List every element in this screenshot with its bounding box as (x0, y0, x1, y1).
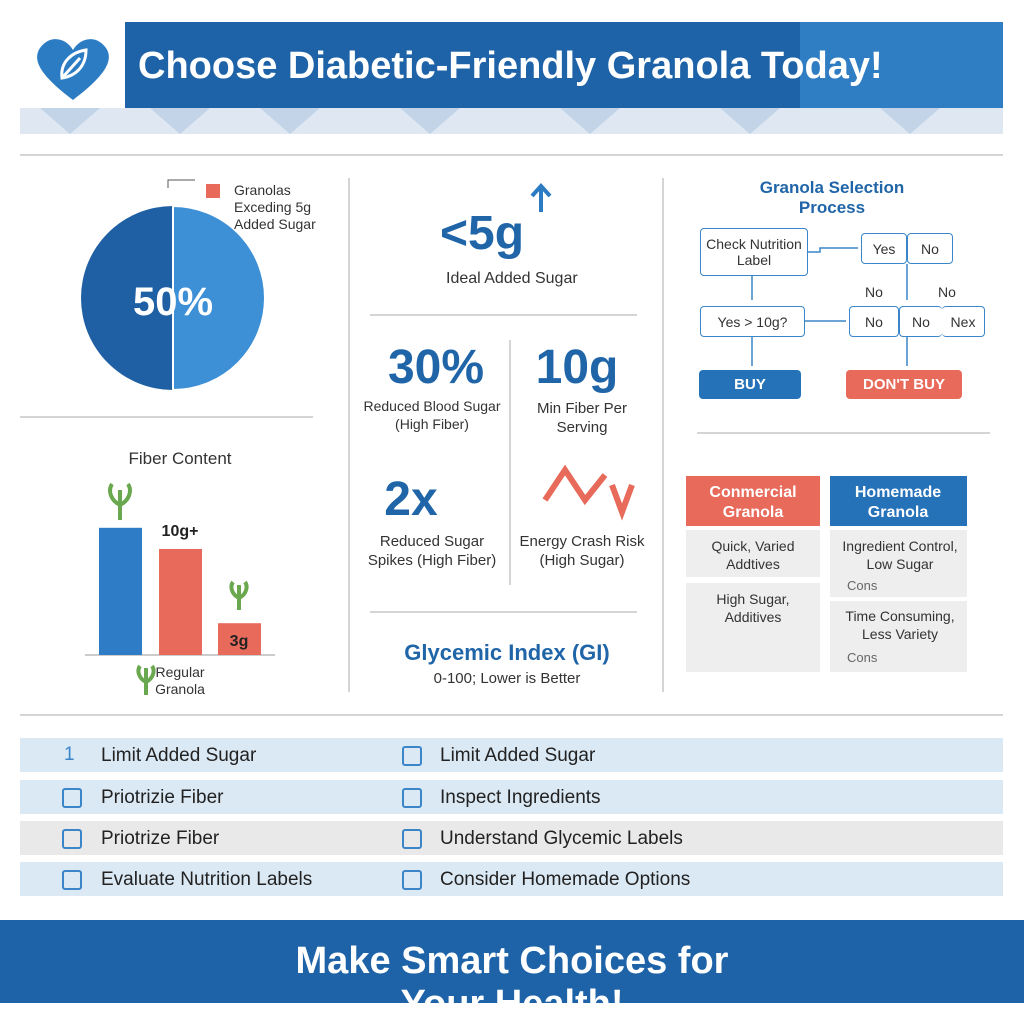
bar-label: 3g (229, 633, 249, 651)
bar-label: 10g+ (161, 523, 199, 540)
gi-note: 0-100; Lower is Better (433, 670, 581, 687)
tip-row: Priotrizie Fiber Inspect Ingredients (20, 780, 1003, 814)
tip-row: Evaluate Nutrition Labels Consider Homema… (20, 862, 1003, 896)
pie-slice (172, 204, 266, 392)
footer-bar (0, 920, 1024, 1003)
bar (99, 527, 142, 655)
tip-text: Evaluate Nutrition Labels (101, 869, 313, 890)
flow-title: Granola Selection Process (759, 178, 905, 217)
leaf-icon (60, 48, 88, 80)
flow-node: No (899, 306, 942, 337)
crash-icon (542, 464, 635, 521)
flow-arrows (751, 247, 908, 366)
cell-text: High Sugar, Additives (716, 591, 790, 625)
column-title: Homemade Granola (854, 484, 942, 521)
tip-row: Priotrize Fiber Understand Glycemic Label… (20, 821, 1003, 855)
headline: <5g (440, 207, 525, 260)
pie-legend: Granolas Exceding 5g Added Sugar (234, 182, 316, 232)
heart-icon (37, 39, 109, 100)
tip-text: Consider Homemade Options (440, 869, 691, 890)
headline-label: Ideal Added Sugar (446, 270, 578, 287)
footer-text: Make Smart Choices for Your Health! (295, 940, 729, 1025)
stat-label: Reduced Sugar Spikes (High Fiber) (367, 533, 497, 569)
dividers (20, 154, 1003, 716)
legend-leader (167, 179, 195, 188)
buy-button: BUY (699, 370, 801, 399)
dont-buy-button: DON'T BUY (846, 370, 962, 399)
tip-row: 1 Limit Added Sugar Limit Added Sugar (20, 738, 1003, 772)
stripe-pattern (40, 108, 940, 134)
tip-text: Limit Added Sugar (440, 745, 596, 766)
gi-title: Glycemic Index (GI) (404, 640, 610, 665)
cell-text: Ingredient Control, Low Sugar (842, 538, 958, 572)
flow-label: No (865, 284, 883, 300)
cell (686, 530, 820, 577)
tip-marker: 1 (64, 744, 75, 765)
chart-title: Fiber Content (128, 449, 232, 468)
tip-text: Priotrizie Fiber (101, 787, 224, 808)
tip-icon (62, 870, 82, 890)
flow-node: No (907, 233, 953, 264)
tip-icon (402, 788, 422, 808)
tip-text: Limit Added Sugar (101, 745, 257, 766)
stat-label: Reduced Blood Sugar (High Fiber) (363, 398, 501, 432)
up-arrow (530, 183, 552, 212)
cell (830, 530, 967, 597)
flow-node: Yes > 10g? (700, 306, 805, 337)
stat-value: 10g (535, 341, 619, 394)
flow-node: Nex (942, 306, 985, 337)
stat-value: 2x (384, 473, 438, 526)
flow-label: No (938, 284, 956, 300)
commercial-header (686, 476, 820, 526)
cell-note: Cons (847, 650, 878, 665)
stat-label: Min Fiber Per Serving (536, 400, 628, 436)
cell-note: Cons (847, 578, 878, 593)
tip-icon (62, 788, 82, 808)
stat-label: Energy Crash Risk (High Sugar) (519, 533, 645, 569)
tip-text: Priotrize Fiber (101, 828, 220, 849)
pie-label: 50% (132, 280, 214, 324)
bar (159, 549, 202, 655)
cell (686, 583, 820, 672)
cell-text: Quick, Varied Addtives (711, 538, 795, 572)
title: Choose Diabetic-Friendly Granola Today! (138, 45, 883, 87)
column-title: Conmercial Granola (709, 484, 797, 521)
flow-node: Yes (861, 233, 907, 264)
cell (830, 601, 967, 672)
homemade-header (830, 476, 967, 526)
cell-text: Time Consuming, Less Variety (845, 608, 955, 642)
header-accent (800, 22, 1003, 108)
x-label: Regular Granola (155, 664, 205, 697)
legend-icon (206, 184, 220, 198)
tip-icon (402, 746, 422, 766)
flow-node: No (849, 306, 899, 337)
tip-icon (402, 870, 422, 890)
tip-text: Understand Glycemic Labels (440, 828, 683, 849)
tip-icon (402, 829, 422, 849)
tip-icon (62, 829, 82, 849)
leaf-icons (108, 482, 249, 695)
bar (218, 623, 261, 655)
stat-value: 30% (387, 341, 485, 394)
tip-text: Inspect Ingredients (440, 787, 601, 808)
flow-node: Check Nutrition Label (700, 228, 808, 276)
